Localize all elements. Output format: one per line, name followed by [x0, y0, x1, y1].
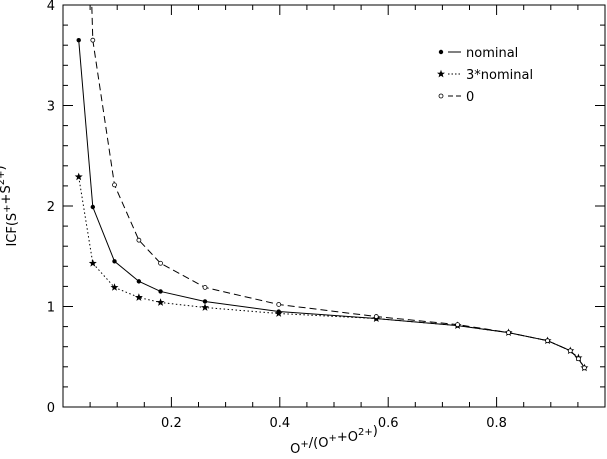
data-point: [274, 309, 283, 317]
data-point: [506, 330, 511, 336]
data-point: [112, 182, 117, 188]
legend-item: 0: [438, 90, 474, 105]
series-0: [90, 5, 587, 371]
data-point: [134, 293, 143, 301]
data-point: [112, 259, 117, 264]
data-point: [136, 237, 142, 243]
data-point: [136, 279, 142, 284]
plot-frame: [62, 4, 606, 408]
axes: 0.2 0.4 0.6 0.8 0 1 2 3 4: [47, 0, 606, 431]
legend-label: nominal: [466, 46, 518, 61]
legend-marker: [438, 49, 444, 55]
data-point: [202, 299, 208, 304]
x-axis-title: O+/(O++O2+): [290, 424, 378, 457]
y-tick-label: 1: [47, 301, 55, 316]
series-group: [74, 5, 589, 372]
series-nominal: [76, 37, 587, 371]
data-point: [576, 356, 581, 362]
series-line: [91, 5, 585, 369]
data-point: [90, 37, 96, 43]
y-axis-title: ICF(S++S2+): [0, 165, 20, 246]
series-3-nominal: [74, 172, 589, 372]
data-point: [158, 260, 163, 266]
data-point: [76, 37, 81, 43]
data-point: [567, 348, 573, 354]
series-line: [78, 176, 585, 369]
legend-label: 3*nominal: [466, 68, 533, 83]
data-point: [110, 283, 119, 291]
y-tick-label: 2: [47, 200, 55, 215]
legend-item: nominal: [438, 46, 518, 61]
data-point: [156, 298, 165, 306]
data-point: [373, 314, 379, 319]
legend-marker: [437, 69, 445, 78]
x-tick-label: 0.4: [269, 416, 290, 431]
data-point: [74, 172, 83, 181]
legend: nominal 3*nominal 0: [437, 46, 533, 105]
x-tick-label: 0.8: [486, 416, 507, 431]
data-point: [201, 303, 209, 311]
data-point: [90, 204, 96, 210]
legend-item: 3*nominal: [437, 68, 533, 83]
legend-label: 0: [466, 90, 474, 105]
data-point: [545, 338, 550, 344]
x-tick-label: 0.2: [161, 416, 182, 431]
data-point: [276, 302, 282, 307]
data-point: [88, 259, 97, 267]
y-tick-label: 3: [47, 100, 55, 115]
legend-marker: [438, 93, 444, 99]
data-point: [158, 289, 163, 294]
y-tick-label: 0: [47, 401, 55, 416]
series-line: [78, 40, 585, 369]
data-point: [582, 365, 587, 371]
x-tick-label: 0.6: [378, 416, 399, 431]
y-tick-label: 4: [47, 0, 55, 14]
data-point: [202, 285, 208, 290]
data-point: [455, 322, 460, 327]
